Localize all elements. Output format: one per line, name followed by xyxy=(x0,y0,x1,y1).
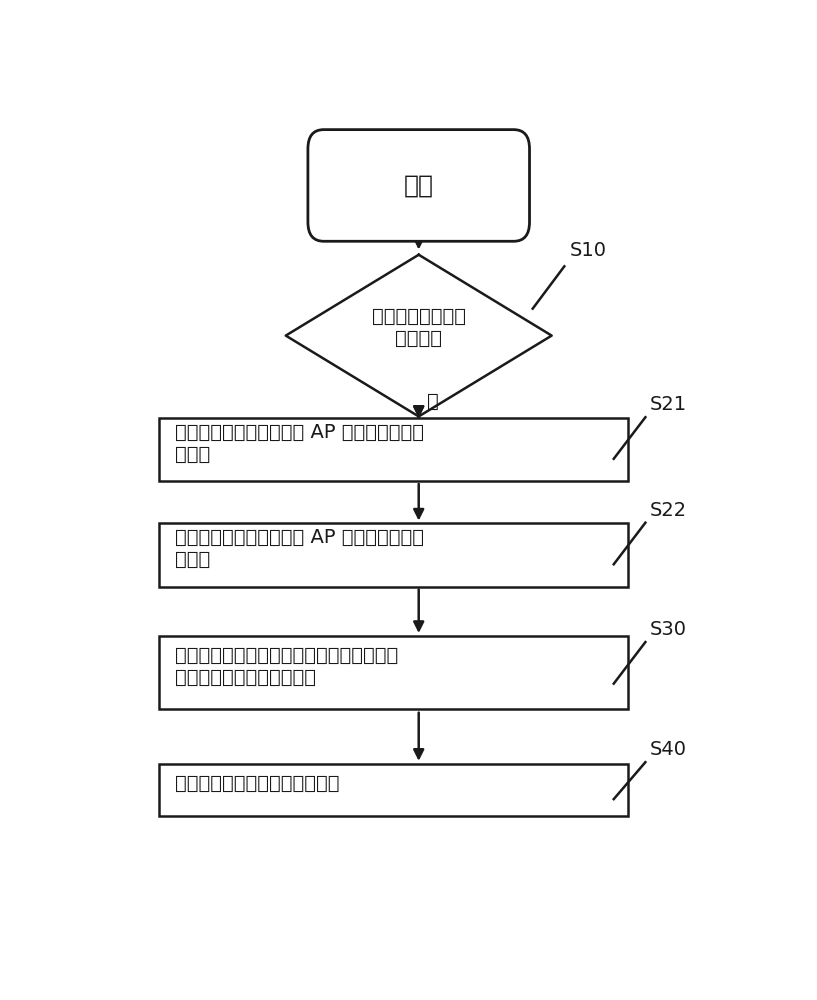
Bar xyxy=(159,418,627,481)
Text: 判断是否满足负载
均衡条件: 判断是否满足负载 均衡条件 xyxy=(372,307,466,348)
Text: 开始: 开始 xyxy=(404,173,434,197)
Bar xyxy=(159,764,627,816)
Text: 统计预设时间段内各无线 AP 接入终端的平均
接入值: 统计预设时间段内各无线 AP 接入终端的平均 接入值 xyxy=(175,423,424,464)
Text: 解除相应无线接入点的管理关系: 解除相应无线接入点的管理关系 xyxy=(175,774,339,793)
Text: S21: S21 xyxy=(650,395,687,414)
Text: S30: S30 xyxy=(650,620,687,639)
Text: S22: S22 xyxy=(650,501,687,520)
Polygon shape xyxy=(286,255,551,416)
Text: 根据各无线接入点接入终端的数量判断需要
解除管理关系的无线接入点: 根据各无线接入点接入终端的数量判断需要 解除管理关系的无线接入点 xyxy=(175,646,398,687)
Text: 是: 是 xyxy=(427,392,439,411)
Text: 统计预设时间段内各无线 AP 接入终端的平均
接入值: 统计预设时间段内各无线 AP 接入终端的平均 接入值 xyxy=(175,528,424,569)
FancyBboxPatch shape xyxy=(308,130,529,241)
Bar xyxy=(159,523,627,587)
Bar xyxy=(159,636,627,709)
Text: S40: S40 xyxy=(650,740,687,759)
Text: S10: S10 xyxy=(569,241,606,260)
